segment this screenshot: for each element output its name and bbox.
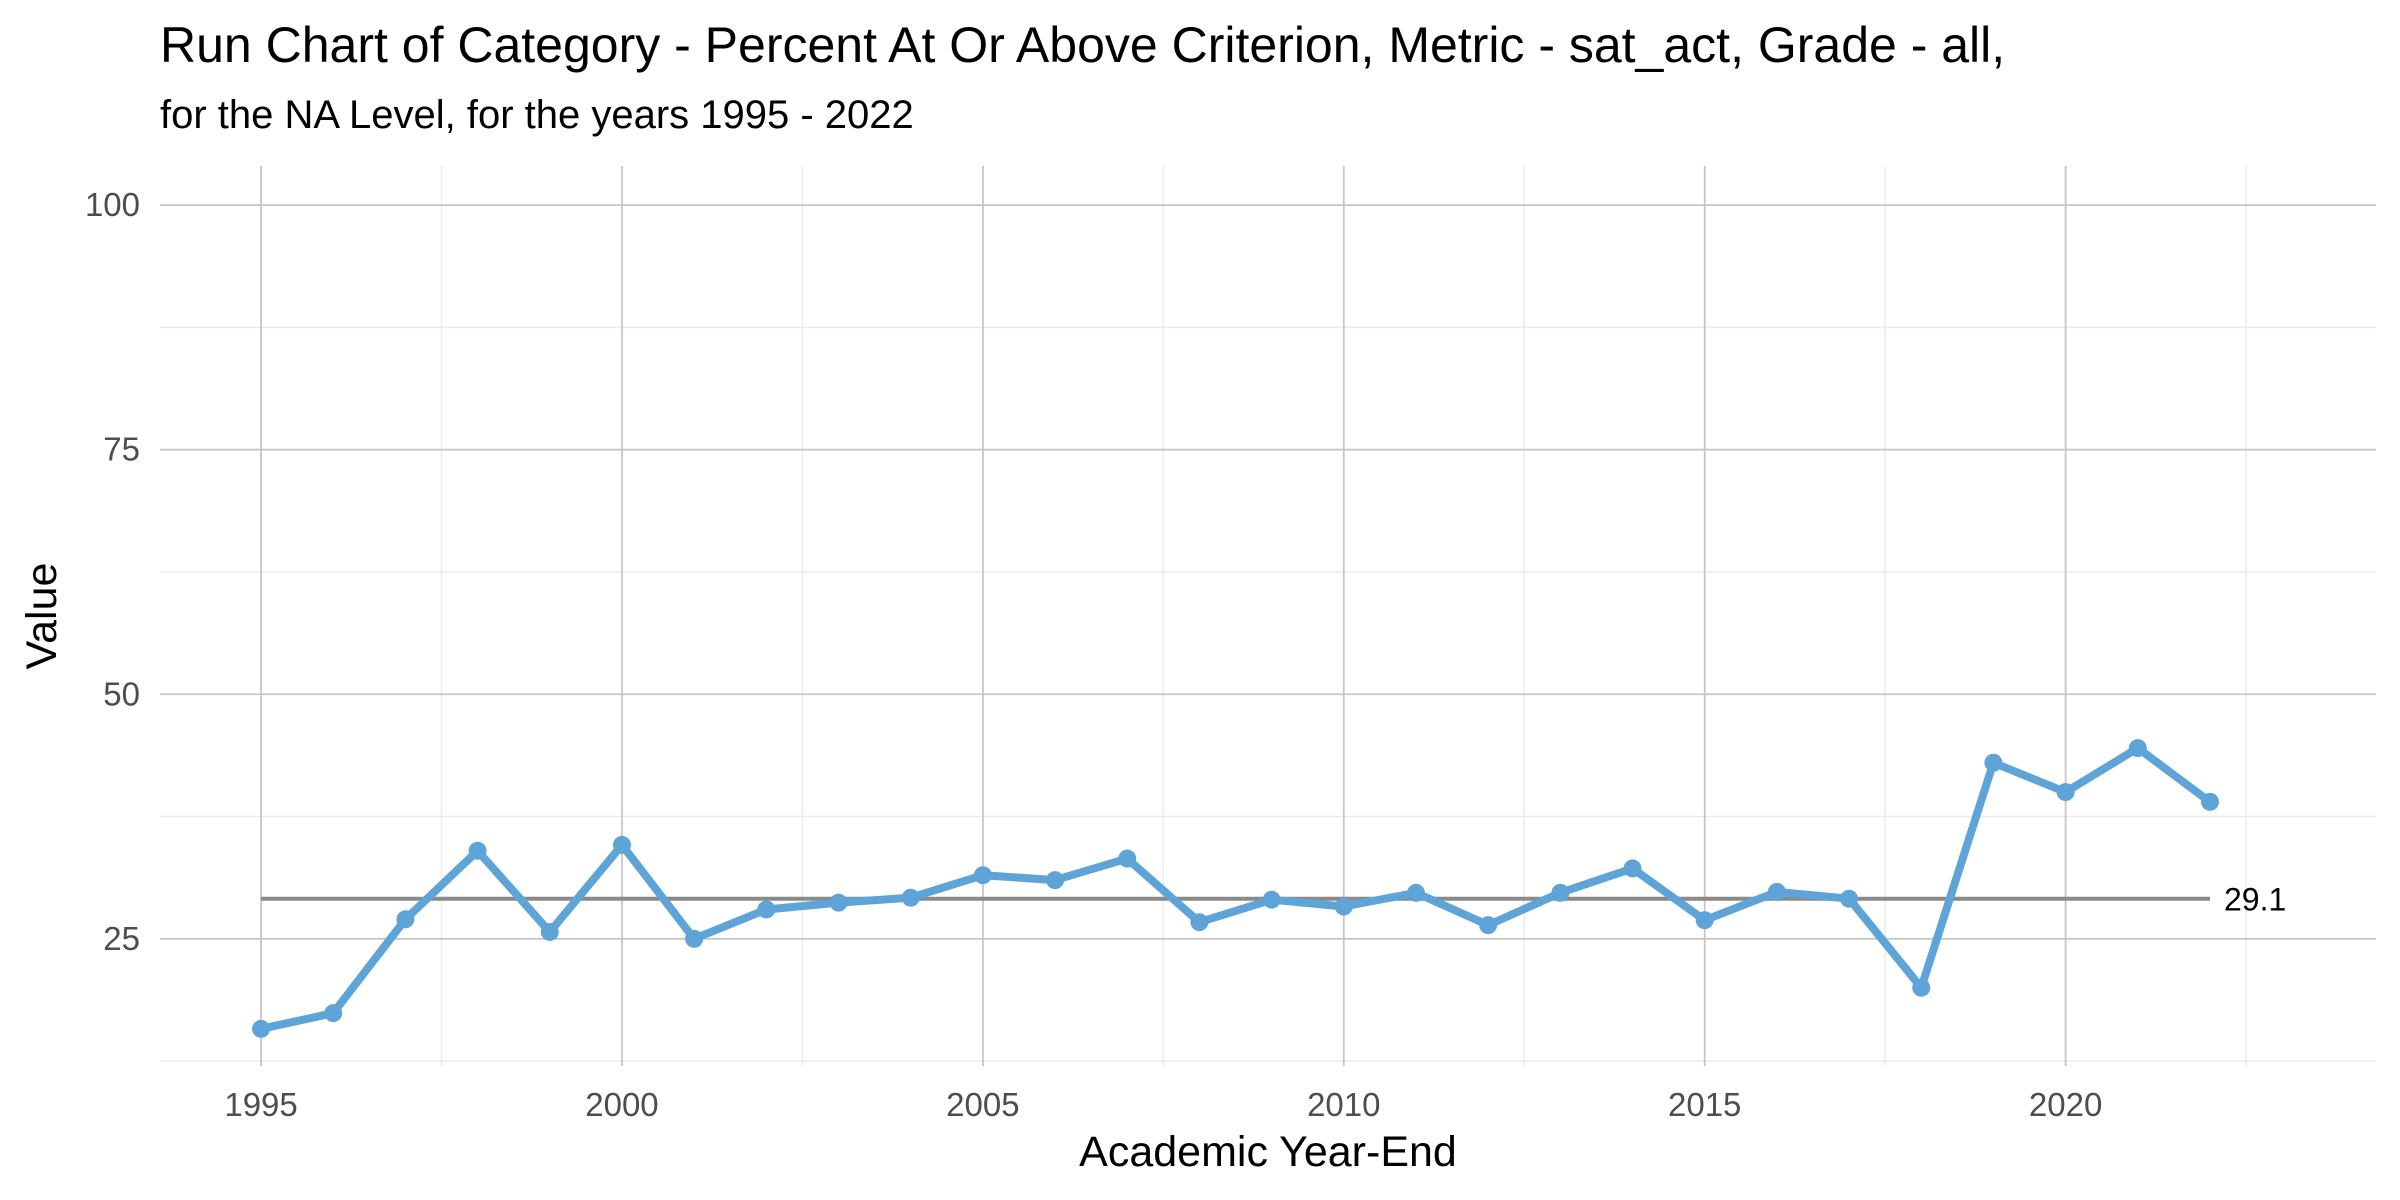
data-point — [324, 1004, 343, 1023]
x-tick-label: 2010 — [1307, 1086, 1380, 1123]
data-point — [1840, 889, 1859, 908]
data-point — [1046, 871, 1065, 890]
data-point — [973, 866, 992, 885]
data-point — [1406, 883, 1425, 902]
series-group — [252, 739, 2219, 1038]
data-point — [1118, 849, 1137, 868]
reference-line-group: 29.1 — [261, 882, 2286, 918]
data-point — [1695, 911, 1714, 930]
x-axis-title: Academic Year-End — [1079, 1128, 1457, 1176]
reference-line-label: 29.1 — [2224, 882, 2286, 918]
data-point — [1984, 753, 2003, 772]
data-point — [1623, 859, 1642, 878]
series-line — [257, 744, 2214, 1033]
data-point — [396, 910, 415, 929]
data-point — [1334, 897, 1353, 916]
x-tick-label: 2000 — [585, 1086, 658, 1123]
data-point — [468, 841, 487, 860]
chart-title: Run Chart of Category - Percent At Or Ab… — [160, 17, 2005, 73]
x-tick-label: 1995 — [224, 1086, 297, 1123]
y-tick-label: 50 — [103, 675, 140, 712]
data-point — [829, 893, 848, 912]
data-point — [757, 900, 776, 919]
data-point — [901, 888, 920, 907]
x-tick-label: 2015 — [1668, 1086, 1741, 1123]
data-point — [1479, 916, 1498, 935]
y-axis-title: Value — [18, 563, 66, 670]
data-point — [1551, 883, 1570, 902]
data-point — [540, 922, 559, 941]
data-point — [1190, 913, 1209, 932]
y-tick-label: 75 — [103, 431, 140, 468]
y-tick-label: 100 — [85, 186, 140, 223]
chart-subtitle: for the NA Level, for the years 1995 - 2… — [160, 93, 914, 137]
data-point — [685, 929, 704, 948]
data-point — [2200, 792, 2219, 811]
x-tick-label: 2005 — [946, 1086, 1019, 1123]
major-gridlines — [160, 166, 2376, 1066]
x-tick-labels: 1995 2000 2005 2010 2015 2020 — [224, 1086, 2102, 1123]
data-point — [1262, 890, 1281, 909]
y-tick-labels: 25 50 75 100 — [85, 186, 140, 957]
data-point — [1767, 882, 1786, 901]
x-tick-label: 2020 — [2029, 1086, 2102, 1123]
data-point — [252, 1019, 271, 1038]
data-point — [612, 835, 631, 854]
data-point — [2128, 739, 2147, 758]
y-tick-label: 25 — [103, 920, 140, 957]
data-point — [1912, 978, 1931, 997]
minor-gridlines — [160, 166, 2376, 1066]
data-point — [2056, 783, 2075, 802]
